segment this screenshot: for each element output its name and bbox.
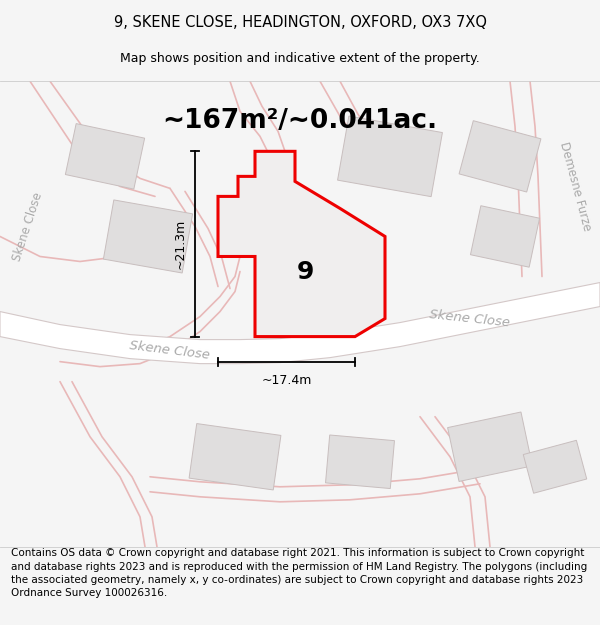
Text: 9: 9 bbox=[296, 259, 314, 284]
Polygon shape bbox=[65, 124, 145, 189]
Polygon shape bbox=[0, 282, 600, 364]
Text: Map shows position and indicative extent of the property.: Map shows position and indicative extent… bbox=[120, 52, 480, 65]
Polygon shape bbox=[523, 440, 587, 493]
Text: Skene Close: Skene Close bbox=[429, 308, 511, 329]
Polygon shape bbox=[338, 116, 442, 197]
Text: ~17.4m: ~17.4m bbox=[262, 374, 311, 387]
Text: ~21.3m: ~21.3m bbox=[174, 219, 187, 269]
Text: 9, SKENE CLOSE, HEADINGTON, OXFORD, OX3 7XQ: 9, SKENE CLOSE, HEADINGTON, OXFORD, OX3 … bbox=[113, 15, 487, 30]
Polygon shape bbox=[459, 121, 541, 192]
Polygon shape bbox=[448, 412, 532, 481]
Text: ~167m²/~0.041ac.: ~167m²/~0.041ac. bbox=[163, 108, 437, 134]
Polygon shape bbox=[218, 151, 385, 337]
Text: Skene Close: Skene Close bbox=[11, 191, 45, 262]
Text: Skene Close: Skene Close bbox=[129, 339, 211, 362]
Polygon shape bbox=[470, 206, 539, 268]
Text: Demesne Furze: Demesne Furze bbox=[557, 141, 593, 232]
Text: Contains OS data © Crown copyright and database right 2021. This information is : Contains OS data © Crown copyright and d… bbox=[11, 549, 587, 598]
Polygon shape bbox=[189, 424, 281, 490]
Polygon shape bbox=[326, 435, 394, 489]
Polygon shape bbox=[103, 200, 193, 273]
